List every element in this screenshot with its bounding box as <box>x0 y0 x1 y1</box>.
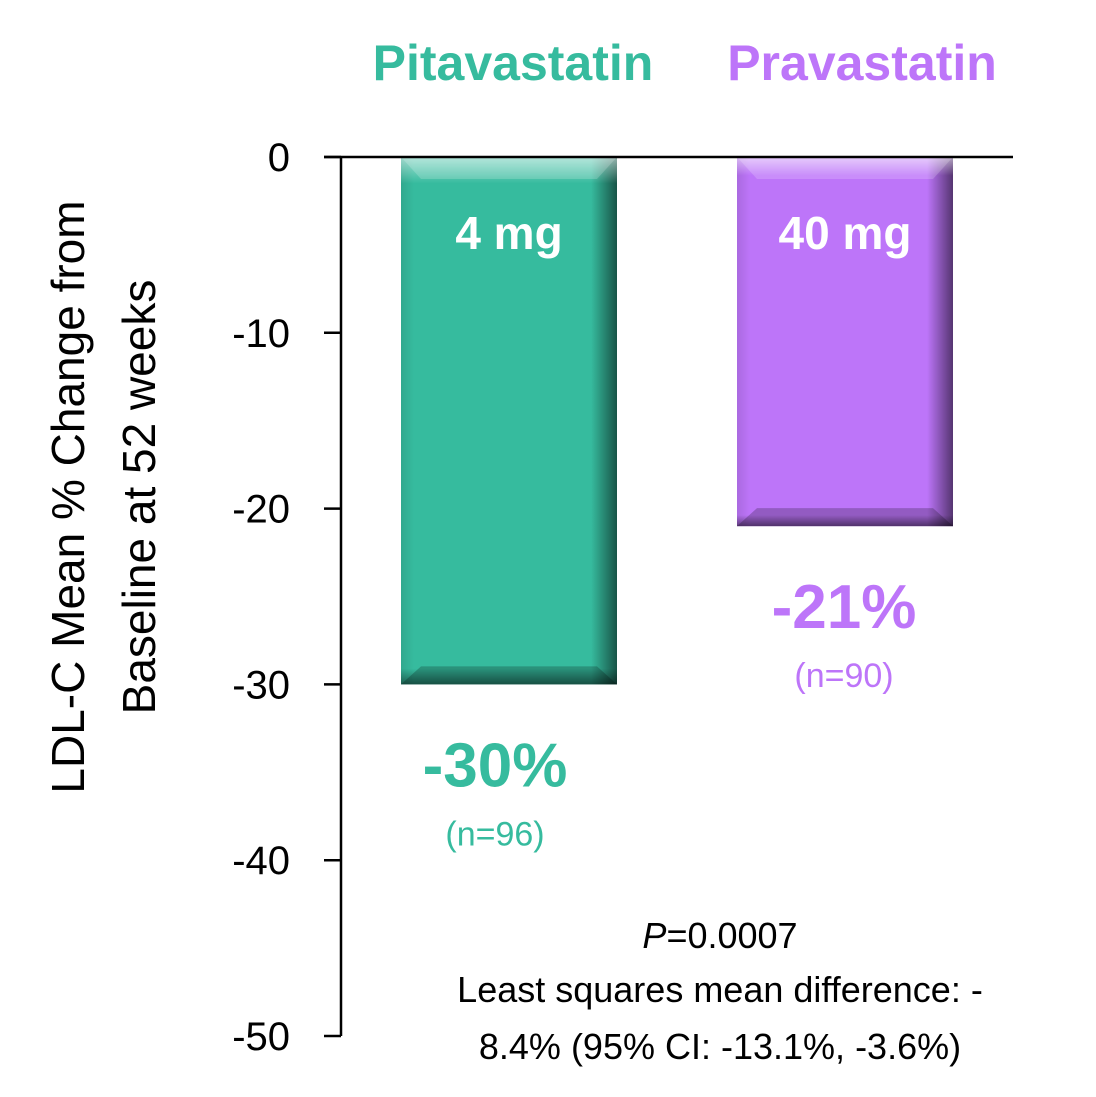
p-value-symbol: P <box>642 915 666 956</box>
bars: 4 mg 40 mg <box>401 157 953 685</box>
y-tick-label: -30 <box>232 663 290 707</box>
y-axis-title-line-2: Baseline at 52 weeks <box>113 280 165 715</box>
bar-bevel-top <box>737 157 953 179</box>
y-axis-ticks: 0 -10 -20 -30 -40 -50 <box>232 136 341 1059</box>
category-headers: Pitavastatin Pravastatin <box>373 35 997 91</box>
axes <box>324 155 1013 1036</box>
category-header-pitavastatin: Pitavastatin <box>373 35 654 91</box>
bar-bevel-bottom <box>737 508 953 527</box>
y-axis-title: LDL-C Mean % Change from Baseline at 52 … <box>42 200 165 793</box>
bar-top-bottom-shading <box>737 157 953 527</box>
bar-pravastatin: 40 mg <box>737 157 953 527</box>
y-axis-title-line-1: LDL-C Mean % Change from <box>42 200 94 793</box>
bar-pitavastatin: 4 mg <box>401 157 617 685</box>
bar-top-bottom-shading <box>401 157 617 685</box>
bar-dose-label: 4 mg <box>455 207 562 259</box>
ls-mean-difference-line-1: Least squares mean difference: - <box>457 969 983 1010</box>
bar-n-label: (n=90) <box>794 657 893 695</box>
y-tick-label: 0 <box>268 136 290 180</box>
bar-bevel-top <box>401 157 617 179</box>
ls-mean-difference-line-2: 8.4% (95% CI: -13.1%, -3.6%) <box>479 1026 961 1067</box>
category-header-pravastatin: Pravastatin <box>727 35 997 91</box>
y-tick-label: -40 <box>232 839 290 883</box>
y-tick-label: -20 <box>232 488 290 532</box>
bar-dose-label: 40 mg <box>779 207 912 259</box>
bar-value-label: -21% <box>772 573 917 642</box>
p-value-number: =0.0007 <box>666 915 797 956</box>
bar-value-label: -30% <box>423 731 568 800</box>
bar-n-label: (n=96) <box>445 815 544 853</box>
value-labels: -30% (n=96) -21% (n=90) <box>423 573 917 853</box>
bar-bevel-bottom <box>401 666 617 685</box>
y-tick-label: -50 <box>232 1015 290 1059</box>
p-value-text: P=0.0007 <box>642 915 797 956</box>
statistics-note: P=0.0007 Least squares mean difference: … <box>457 915 983 1067</box>
y-tick-label: -10 <box>232 312 290 356</box>
